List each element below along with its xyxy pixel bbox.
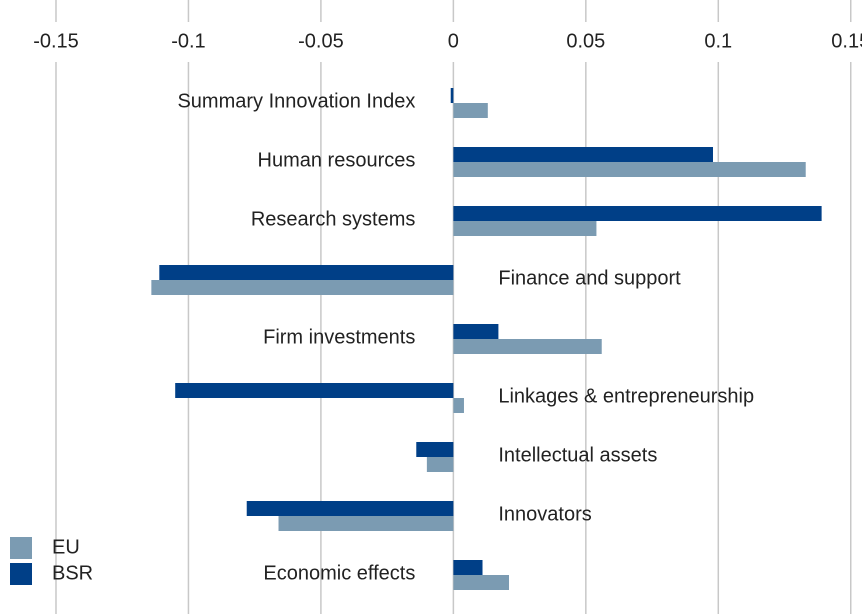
- category-label: Research systems: [251, 208, 416, 230]
- category-label: Summary Innovation Index: [177, 90, 415, 112]
- bar: [453, 147, 713, 162]
- bar: [453, 162, 806, 177]
- bar: [159, 265, 454, 280]
- bar: [453, 575, 510, 590]
- bar: [151, 280, 454, 295]
- bar: [453, 206, 822, 221]
- bar: [246, 501, 454, 516]
- bar: [453, 398, 464, 413]
- category-label: Economic effects: [263, 562, 415, 584]
- bar: [278, 516, 454, 531]
- bar: [453, 221, 597, 236]
- bar: [450, 88, 454, 103]
- category-label: Innovators: [498, 503, 591, 525]
- x-tick-label: -0.15: [33, 30, 79, 52]
- category-label: Human resources: [258, 149, 416, 171]
- x-tick-label: 0.15: [831, 30, 862, 52]
- x-tick-label: 0.1: [704, 30, 732, 52]
- x-tick-label: -0.1: [171, 30, 205, 52]
- legend-swatch: [10, 537, 32, 559]
- legend-label: BSR: [52, 562, 93, 584]
- legend-swatch: [10, 563, 32, 585]
- x-tick-label: 0: [448, 30, 459, 52]
- bar: [426, 457, 454, 472]
- legend-label: EU: [52, 536, 80, 558]
- bar: [453, 324, 499, 339]
- category-label: Intellectual assets: [498, 444, 657, 466]
- category-label: Linkages & entrepreneurship: [498, 385, 754, 407]
- bar: [453, 339, 602, 354]
- bar: [416, 442, 454, 457]
- category-label: Finance and support: [498, 267, 681, 289]
- x-tick-label: 0.05: [566, 30, 605, 52]
- bar: [453, 560, 483, 575]
- bar: [453, 103, 488, 118]
- x-tick-label: -0.05: [298, 30, 344, 52]
- category-label: Firm investments: [263, 326, 415, 348]
- bar: [175, 383, 454, 398]
